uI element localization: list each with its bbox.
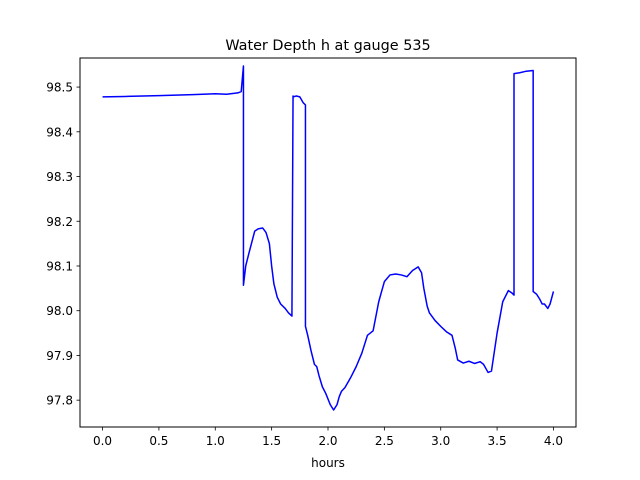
x-axis-label: hours: [311, 456, 345, 470]
x-tick-label: 0.5: [149, 434, 168, 448]
x-tick-label: 0.0: [93, 434, 112, 448]
chart-title: Water Depth h at gauge 535: [225, 38, 430, 54]
series-line: [102, 65, 555, 411]
y-tick-label: 98.5: [46, 81, 73, 95]
x-tick-label: 1.5: [262, 434, 281, 448]
x-tick-label: 2.0: [318, 434, 337, 448]
y-tick-label: 98.1: [46, 259, 73, 273]
y-axis: 97.8 97.9 98.0 98.1 98.2 98.3 98.4 98.5: [46, 81, 80, 408]
y-tick-label: 97.9: [46, 349, 73, 363]
x-axis: 0.0 0.5 1.0 1.5 2.0 2.5 3.0 3.5 4.0: [93, 427, 563, 448]
x-tick-label: 1.0: [206, 434, 225, 448]
x-tick-label: 2.5: [375, 434, 394, 448]
plot-frame: [79, 57, 577, 428]
y-tick-label: 97.8: [46, 394, 73, 408]
x-tick-label: 4.0: [544, 434, 563, 448]
y-tick-label: 98.3: [46, 170, 73, 184]
x-tick-label: 3.0: [431, 434, 450, 448]
plot-area: [79, 57, 577, 428]
y-tick-label: 98.0: [46, 304, 73, 318]
x-tick-label: 3.5: [488, 434, 507, 448]
y-tick-label: 98.2: [46, 215, 73, 229]
y-tick-label: 98.4: [46, 125, 73, 139]
